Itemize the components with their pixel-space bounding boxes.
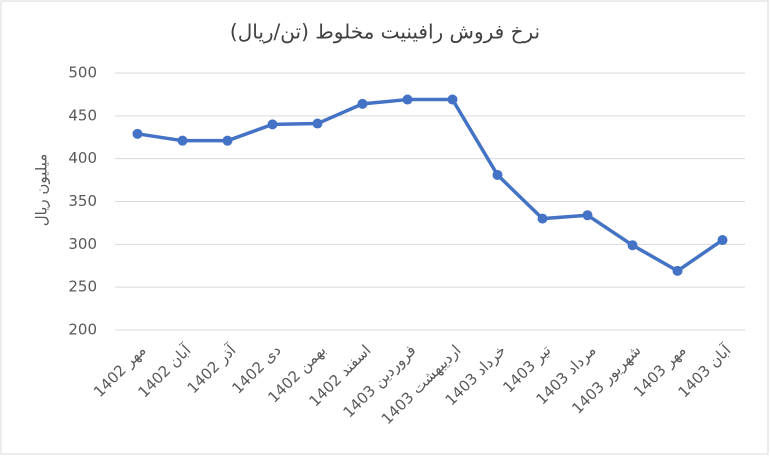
y-tick-label: 200	[68, 321, 97, 339]
data-point	[492, 169, 503, 180]
chart-title: نرخ فروش رافینیت مخلوط (تن/ریال)	[230, 20, 540, 44]
data-point	[222, 135, 233, 146]
y-axis-label: میلیون ریال	[33, 154, 51, 226]
y-tick-label: 500	[68, 64, 97, 82]
data-point	[672, 265, 683, 276]
data-point	[402, 94, 413, 105]
y-tick-label: 350	[68, 192, 97, 210]
data-point	[447, 94, 458, 105]
y-tick-label: 400	[68, 149, 97, 167]
data-point	[627, 240, 638, 251]
data-line	[137, 97, 724, 273]
data-point	[267, 119, 278, 130]
data-point	[177, 135, 188, 146]
data-point	[357, 98, 368, 109]
data-point	[537, 213, 548, 224]
y-tick-label: 250	[68, 278, 97, 296]
data-point	[717, 235, 728, 246]
y-tick-label: 450	[68, 106, 97, 124]
data-point	[312, 118, 323, 129]
data-point	[582, 210, 593, 221]
y-tick-label: 300	[68, 235, 97, 253]
data-point	[132, 128, 143, 139]
